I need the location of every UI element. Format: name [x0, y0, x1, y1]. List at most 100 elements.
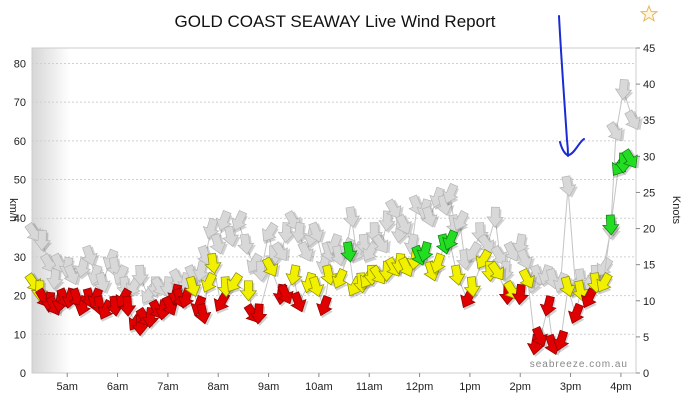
gust-arrow [262, 221, 279, 242]
gust-point [371, 233, 391, 254]
right-tick-label: 25 [643, 187, 655, 199]
speed-arrow [194, 302, 212, 325]
gust-arrow [477, 233, 494, 254]
speed-arrow [200, 271, 217, 293]
speed-point [249, 303, 269, 327]
right-axis-ticks: 0 5 10 15 20 25 30 35 40 45 [636, 43, 655, 380]
gust-point [362, 241, 380, 264]
speed-arrow [596, 271, 613, 293]
gust-point [33, 230, 53, 253]
speed-point [442, 229, 459, 253]
speed-point [285, 264, 304, 288]
speed-point [261, 256, 281, 278]
speed-arrow [316, 295, 333, 317]
speed-arrow [226, 272, 244, 293]
speed-arrow [204, 252, 222, 275]
gust-point [46, 268, 65, 292]
credit-text: seabreeze.com.au [530, 359, 628, 370]
gust-arrow [290, 221, 308, 244]
gust-point [81, 244, 100, 267]
gust-point [221, 225, 241, 248]
speed-point [487, 260, 507, 281]
x-tick-label: 9am [258, 381, 279, 393]
gust-point [452, 210, 470, 233]
gust-arrow [237, 233, 255, 255]
gust-point [606, 121, 625, 142]
gust-arrow [624, 109, 641, 130]
speed-arrow [184, 275, 202, 298]
gust-point [395, 213, 414, 236]
speed-point [518, 268, 538, 289]
left-tick-label: 10 [14, 329, 26, 341]
speed-arrow [285, 264, 303, 286]
speed-point [194, 302, 214, 326]
speed-arrow [340, 241, 358, 263]
speed-point [531, 326, 550, 348]
speed-arrow [261, 256, 279, 277]
speed-point [552, 329, 570, 354]
gust-point [420, 206, 440, 229]
plot-background [32, 48, 636, 373]
speed-point [118, 295, 138, 319]
gust-arrow [442, 182, 459, 204]
speed-arrow [277, 283, 294, 305]
x-tick-label: 11am [356, 381, 383, 393]
speed-point [448, 264, 468, 287]
right-tick-label: 0 [643, 368, 649, 380]
speed-arrow [463, 276, 481, 298]
speed-point [277, 283, 296, 305]
x-tick-label: 1pm [459, 381, 480, 393]
speed-arrow [487, 260, 504, 281]
x-tick-label: 3pm [560, 381, 581, 393]
gust-point [271, 241, 291, 262]
speed-point [184, 275, 203, 298]
gust-arrow [231, 209, 248, 231]
speed-point [204, 252, 224, 276]
speed-series [24, 148, 641, 358]
favorite-star-icon[interactable] [639, 4, 659, 22]
gust-arrow [93, 271, 111, 294]
x-tick-label: 7am [157, 381, 178, 393]
gust-point [442, 182, 459, 206]
gust-point [209, 233, 229, 256]
left-tick-label: 60 [14, 136, 26, 148]
x-tick-label: 2pm [510, 381, 531, 393]
gust-arrow [221, 225, 240, 247]
x-axis-ticks: 5am 6am 7am 8am 9am 10am 11am 12pm 1pm 2pm 3pm 4pm [57, 373, 632, 393]
left-tick-label: 30 [14, 252, 26, 264]
left-axis-title: km/h [7, 198, 19, 222]
gust-arrow [465, 241, 482, 262]
gust-arrow [209, 233, 227, 255]
speed-arrow [239, 280, 258, 302]
speed-point [177, 287, 195, 311]
right-tick-label: 20 [643, 224, 655, 236]
gust-point [624, 109, 643, 131]
gust-arrow [384, 198, 402, 219]
speed-arrow [580, 287, 598, 309]
gust-point [231, 209, 248, 233]
gust-arrow [46, 268, 64, 290]
speed-arrow [602, 214, 620, 236]
gust-point [237, 233, 256, 256]
left-tick-label: 20 [14, 291, 26, 303]
speed-arrow [307, 275, 325, 298]
speed-point [316, 295, 333, 319]
speed-point [596, 271, 613, 295]
gust-arrow [559, 175, 577, 197]
speed-point [568, 302, 585, 326]
left-tick-label: 50 [14, 175, 26, 187]
speed-arrow [559, 275, 577, 298]
gust-point [131, 264, 151, 288]
speed-point [106, 295, 126, 318]
hand-drawn-annotation-arrow [558, 15, 585, 157]
left-tick-label: 0 [20, 368, 26, 380]
gust-arrow [297, 240, 314, 262]
gust-arrow [131, 264, 149, 286]
gust-arrow [490, 244, 507, 266]
speed-point [331, 267, 349, 291]
right-tick-label: 15 [643, 260, 655, 272]
speed-arrow [552, 329, 570, 352]
gust-point [63, 264, 82, 286]
x-tick-label: 12pm [406, 381, 434, 393]
